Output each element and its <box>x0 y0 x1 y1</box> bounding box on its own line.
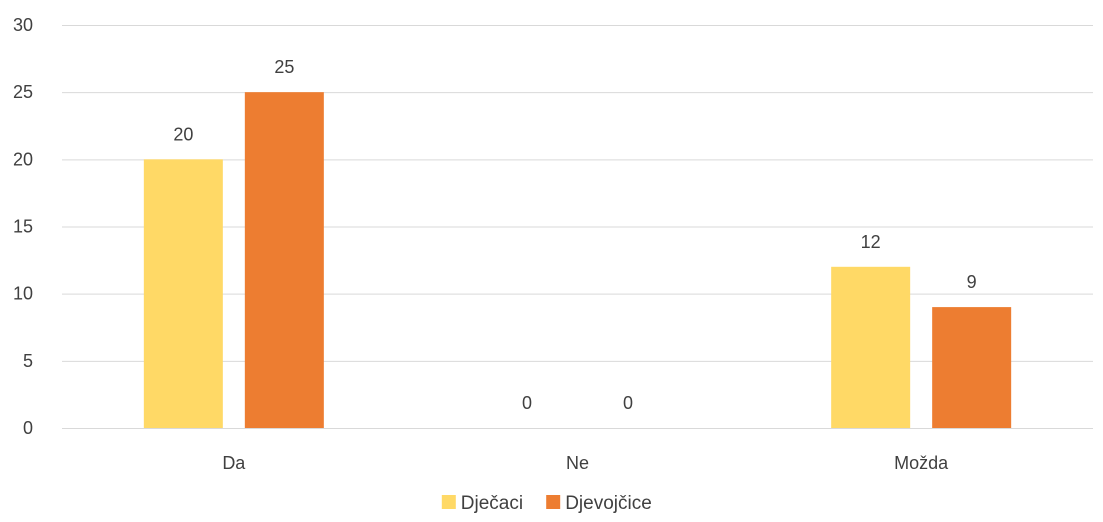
y-tick-label: 0 <box>23 418 33 438</box>
gridlines <box>62 25 1093 429</box>
data-label: 0 <box>522 393 532 413</box>
legend-label: Dječaci <box>461 493 523 514</box>
y-tick-label: 5 <box>23 351 33 371</box>
bar-da-0 <box>143 159 223 429</box>
y-axis-tick-labels: 0 5 10 15 20 25 30 <box>13 15 33 438</box>
bar-možda-0 <box>831 266 911 428</box>
y-tick-label: 15 <box>13 217 33 237</box>
legend-swatch-0 <box>441 495 456 509</box>
data-label: 20 <box>173 124 193 144</box>
x-tick-label: Ne <box>566 453 589 473</box>
legend: Dječaci Djevojčice <box>441 493 652 514</box>
x-tick-label: Da <box>222 453 246 473</box>
data-label: 12 <box>861 232 881 252</box>
y-tick-label: 25 <box>13 82 33 102</box>
bar-možda-1 <box>932 307 1012 428</box>
bar-da-1 <box>244 92 324 429</box>
legend-label: Djevojčice <box>565 493 652 514</box>
data-label: 9 <box>967 272 977 292</box>
legend-swatch-1 <box>546 495 561 509</box>
data-label: 25 <box>274 57 294 77</box>
data-labels: 20 25 0 0 12 9 <box>173 57 976 413</box>
y-tick-label: 20 <box>13 149 33 169</box>
bars <box>143 92 1012 429</box>
y-tick-label: 30 <box>13 15 33 35</box>
x-tick-label: Možda <box>894 453 949 473</box>
y-tick-label: 10 <box>13 284 33 304</box>
data-label: 0 <box>623 393 633 413</box>
x-axis-tick-labels: Da Ne Možda <box>222 453 949 473</box>
